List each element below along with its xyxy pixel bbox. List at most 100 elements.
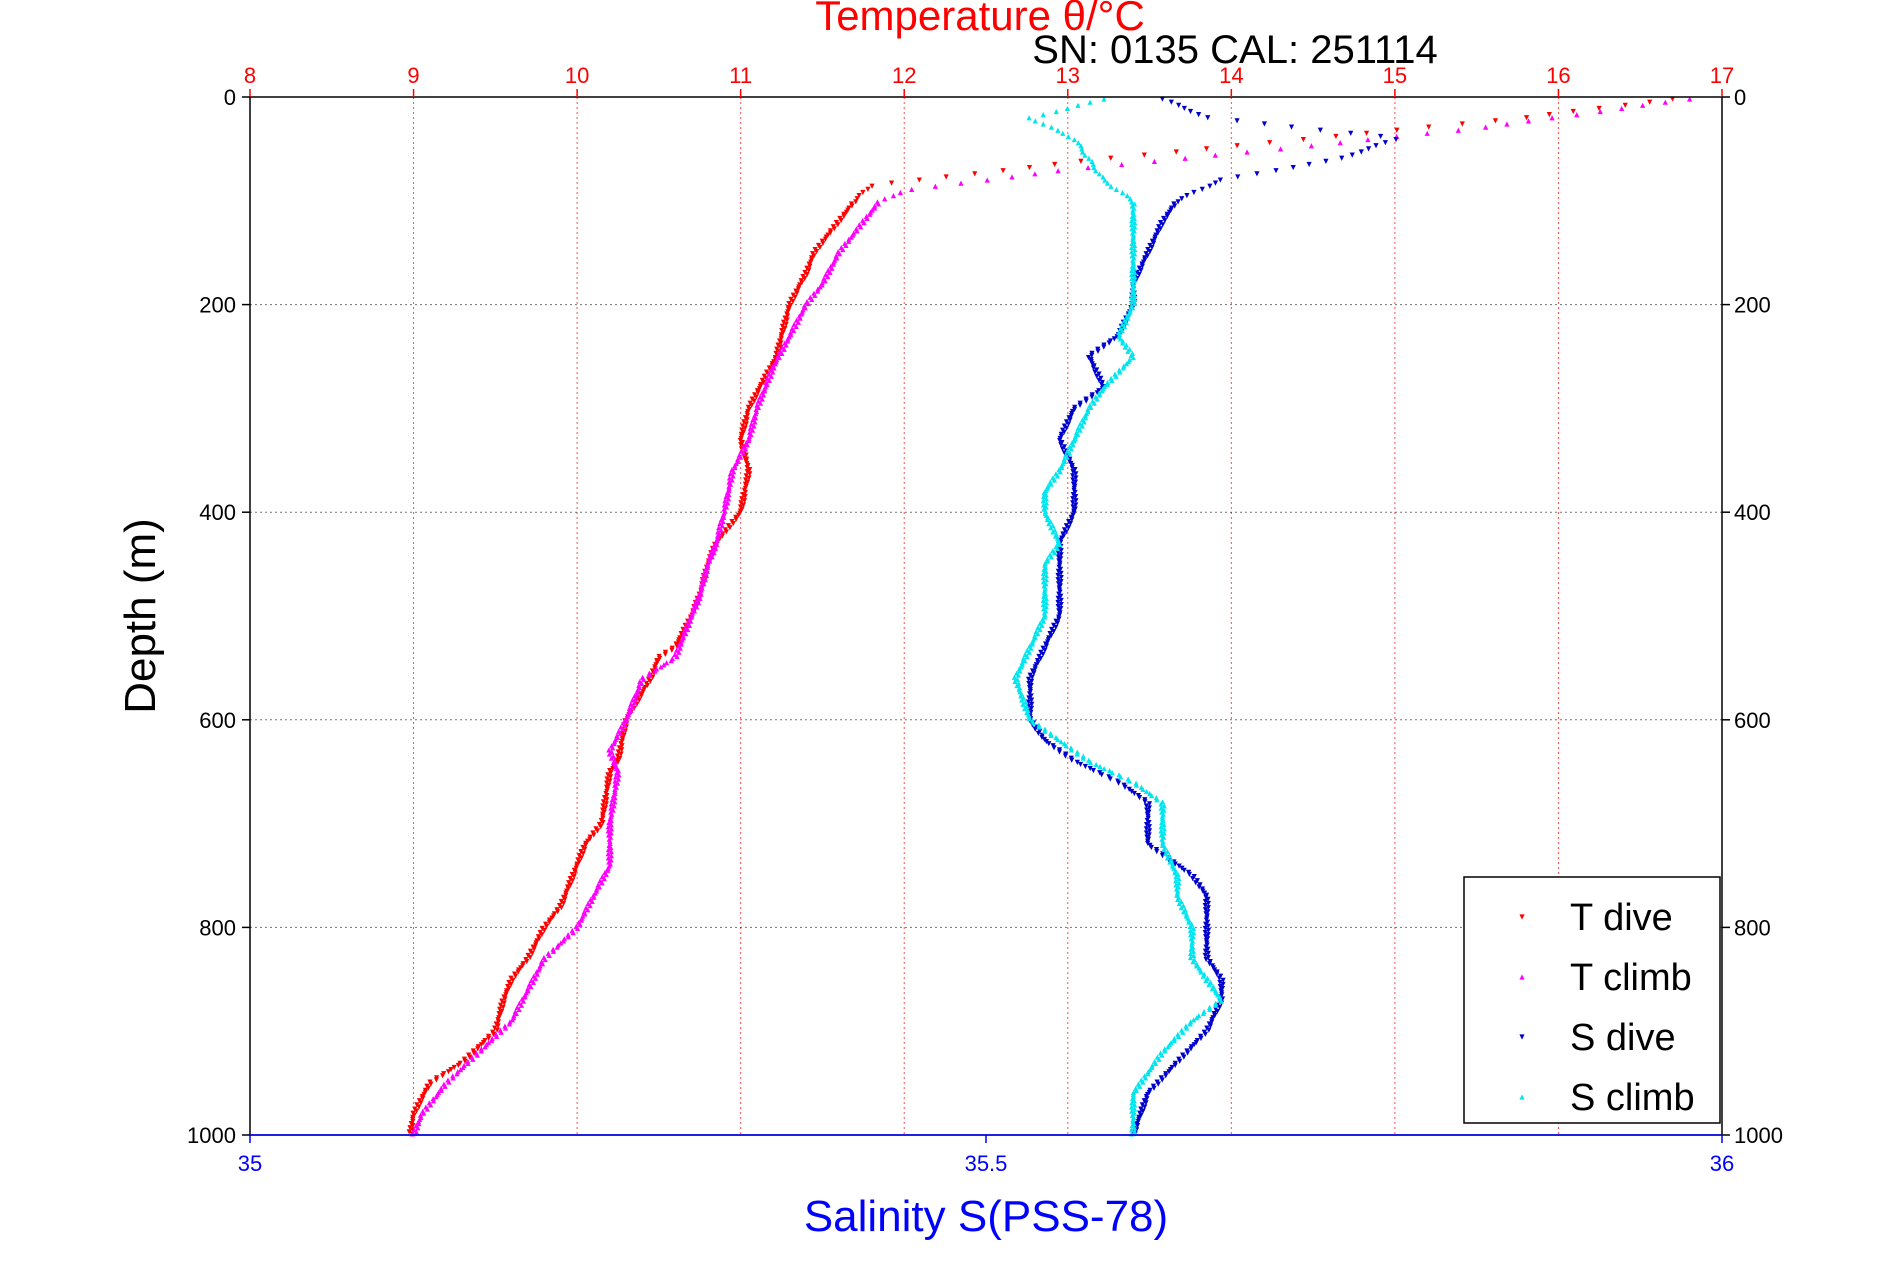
data-point xyxy=(740,423,746,429)
data-point xyxy=(1365,136,1371,143)
y-axis-label: Depth (m) xyxy=(116,518,165,714)
data-point xyxy=(701,581,707,587)
data-point xyxy=(522,994,528,1000)
data-point xyxy=(620,726,626,732)
data-point xyxy=(1071,136,1077,143)
data-point xyxy=(605,772,611,778)
data-point xyxy=(565,934,571,940)
data-point xyxy=(498,1029,504,1035)
data-point xyxy=(812,292,818,298)
data-point xyxy=(600,819,606,826)
data-point xyxy=(1191,1017,1197,1023)
data-point xyxy=(1143,803,1149,809)
data-point xyxy=(1207,1023,1214,1029)
data-point xyxy=(1191,189,1197,196)
data-point xyxy=(1064,105,1070,112)
data-point xyxy=(1156,1056,1162,1062)
data-point xyxy=(735,512,742,518)
data-point xyxy=(1043,643,1050,649)
data-point xyxy=(646,672,652,678)
data-point xyxy=(611,803,617,809)
data-point xyxy=(740,502,747,508)
data-point xyxy=(1097,392,1103,398)
data-point xyxy=(1092,369,1098,375)
data-point xyxy=(607,778,613,784)
data-point xyxy=(1109,377,1115,383)
data-point xyxy=(438,1087,444,1093)
data-point xyxy=(909,186,915,192)
data-point xyxy=(1117,336,1124,342)
data-point xyxy=(1055,599,1061,606)
data-point xyxy=(849,203,855,209)
data-point xyxy=(1188,932,1194,938)
data-point xyxy=(1062,753,1069,759)
data-point xyxy=(843,209,850,215)
data-point xyxy=(1176,1033,1182,1039)
data-point xyxy=(721,514,727,520)
data-point xyxy=(1058,593,1064,599)
data-point xyxy=(1662,99,1668,105)
data-point xyxy=(742,425,748,431)
data-point xyxy=(1131,790,1137,797)
y-tick-label-left: 800 xyxy=(199,915,236,940)
data-point xyxy=(430,1096,436,1102)
data-point xyxy=(1109,770,1115,776)
data-point xyxy=(1205,896,1211,902)
data-point xyxy=(875,201,882,207)
data-point xyxy=(759,396,765,402)
data-point xyxy=(1143,830,1150,836)
data-point xyxy=(615,776,622,782)
data-point xyxy=(865,186,871,192)
data-point xyxy=(1134,1123,1141,1129)
data-point xyxy=(1055,736,1061,743)
data-point xyxy=(1166,1069,1172,1075)
data-point xyxy=(1187,927,1194,934)
data-point xyxy=(612,799,618,805)
data-point xyxy=(1042,508,1049,514)
data-point xyxy=(608,853,615,859)
x-top-tick-label: 13 xyxy=(1056,63,1080,88)
data-point xyxy=(1161,830,1167,836)
data-point xyxy=(451,1064,457,1071)
data-point xyxy=(569,878,576,884)
data-point xyxy=(1085,164,1091,171)
data-point xyxy=(725,500,731,506)
data-point xyxy=(1154,849,1160,855)
data-point xyxy=(1050,529,1056,535)
y-tick-label-left: 400 xyxy=(199,500,236,525)
data-point xyxy=(688,618,694,624)
data-point xyxy=(502,996,508,1002)
data-point xyxy=(1026,115,1032,121)
data-point xyxy=(572,869,578,875)
data-point xyxy=(748,421,754,427)
data-point xyxy=(513,1010,520,1017)
data-point xyxy=(1217,1004,1223,1010)
data-point xyxy=(1146,805,1152,811)
data-point xyxy=(1159,1052,1165,1058)
data-point xyxy=(1363,130,1370,136)
data-point xyxy=(738,442,744,448)
data-point xyxy=(848,234,854,240)
data-point xyxy=(1200,1010,1207,1017)
data-point xyxy=(1202,952,1208,959)
data-point xyxy=(596,884,602,890)
data-point xyxy=(776,354,782,361)
data-point xyxy=(1058,601,1064,608)
x-top-tick-label: 9 xyxy=(407,63,419,88)
data-point xyxy=(1171,1037,1177,1044)
data-point xyxy=(695,599,702,606)
data-point xyxy=(1063,425,1070,431)
data-point xyxy=(669,647,675,653)
data-point xyxy=(1173,878,1179,884)
data-point xyxy=(619,743,625,749)
data-point xyxy=(534,971,540,977)
data-point xyxy=(840,246,846,253)
data-point xyxy=(605,867,611,873)
data-point xyxy=(1205,927,1211,934)
data-point xyxy=(1597,108,1603,115)
data-point xyxy=(744,442,750,448)
data-point xyxy=(1196,112,1202,118)
data-point xyxy=(738,500,744,506)
data-point xyxy=(1099,772,1105,778)
data-point xyxy=(1058,574,1064,581)
